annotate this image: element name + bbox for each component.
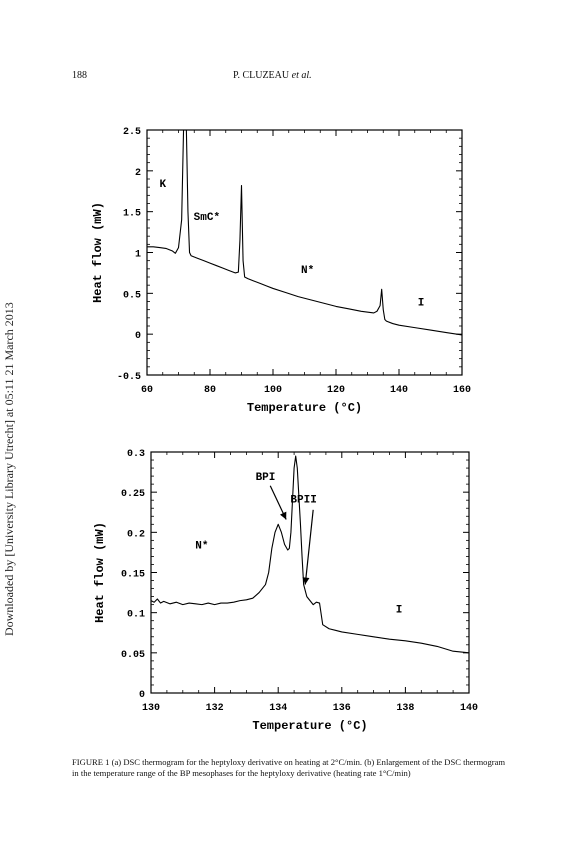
chart-b-bpii-arrow — [304, 509, 314, 585]
chart-b-x-tick-label: 134 — [269, 703, 287, 714]
chart-b-annotation: BPI — [256, 472, 276, 484]
chart-b-y-tick-label: 0.2 — [127, 529, 145, 540]
download-watermark: Downloaded by [University Library Utrech… — [0, 236, 18, 636]
chart-b: 130 132 134 136 138 140 0 0.05 0.1 0.15 0.2 0.25 0.3… — [93, 449, 478, 733]
chart-a-x-tick-label: 140 — [390, 385, 408, 396]
running-head: P. CLUZEAU et al. — [233, 70, 312, 81]
chart-a-x-axis-title: Temperature (°C) — [247, 401, 362, 415]
chart-b-x-tick-label: 138 — [396, 703, 414, 714]
chart-a-y-tick-label: 1 — [135, 250, 141, 261]
figure-caption: FIGURE 1 (a) DSC thermogram for the hept… — [72, 757, 506, 778]
chart-b-y-axis-title: Heat flow (mW) — [93, 522, 107, 623]
chart-b-bpii-arrow-head — [302, 577, 310, 585]
chart-a-annotation: K — [159, 179, 166, 191]
chart-b-y-tick-label: 0.25 — [121, 489, 145, 500]
chart-b-plot-frame — [150, 451, 470, 694]
chart-b-x-tick-label: 130 — [142, 703, 160, 714]
chart-a-y-tick-label: 0 — [135, 331, 141, 342]
chart-b-series-line-0 — [151, 455, 469, 654]
page-number: 188 — [72, 70, 87, 81]
chart-b-x-tick-label: 136 — [333, 703, 351, 714]
chart-b-x-tick-label: 140 — [460, 703, 478, 714]
chart-a-x-tick-label: 80 — [204, 385, 216, 396]
chart-a-annotation: SmC* — [194, 212, 220, 224]
chart-b-svg: 130 132 134 136 138 140 0 0.05 0.1 0.15 0.2 0.25 0.3… — [93, 449, 478, 733]
chart-b-annotation: N* — [195, 540, 208, 552]
chart-a-svg: 60 80 100 120 140 160 -0.5 0 0.5 1 1.5 2 2.5 Temperat… — [91, 127, 471, 415]
chart-a-annotation: N* — [301, 265, 314, 277]
chart-b-y-tick-label: 0.15 — [121, 570, 145, 581]
chart-b-x-tick-label: 132 — [206, 703, 224, 714]
download-watermark-text: Downloaded by [University Library Utrech… — [2, 302, 16, 636]
chart-a-annotation: I — [418, 298, 425, 310]
chart-a: 60 80 100 120 140 160 -0.5 0 0.5 1 1.5 2 2.5 Temperat… — [91, 127, 471, 415]
chart-a-x-tick-label: 160 — [453, 385, 471, 396]
chart-a-x-tick-label: 60 — [141, 385, 153, 396]
chart-a-y-tick-label: 2.5 — [123, 127, 141, 138]
chart-b-annotation: BPII — [290, 495, 316, 507]
chart-a-x-tick-label: 100 — [264, 385, 282, 396]
chart-a-y-tick-label: 1.5 — [123, 209, 141, 220]
chart-a-series-line-0 — [147, 130, 462, 336]
chart-a-y-tick-label: -0.5 — [117, 372, 141, 383]
running-head-et-al: et al. — [291, 70, 312, 81]
chart-a-y-axis-title: Heat flow (mW) — [91, 202, 105, 303]
chart-b-x-axis-title: Temperature (°C) — [252, 719, 367, 733]
chart-b-y-tick-label: 0 — [139, 690, 145, 701]
chart-b-y-tick-label: 0.05 — [121, 650, 145, 661]
chart-a-y-tick-label: 2 — [135, 168, 141, 179]
chart-b-y-tick-label: 0.1 — [127, 610, 145, 621]
running-head-authors: P. CLUZEAU — [233, 70, 290, 81]
chart-b-annotation: I — [396, 605, 403, 617]
chart-b-bpi-arrow-head — [279, 511, 287, 520]
chart-a-y-tick-label: 0.5 — [123, 290, 141, 301]
chart-a-x-tick-label: 120 — [327, 385, 345, 396]
chart-b-y-tick-label: 0.3 — [127, 449, 145, 460]
